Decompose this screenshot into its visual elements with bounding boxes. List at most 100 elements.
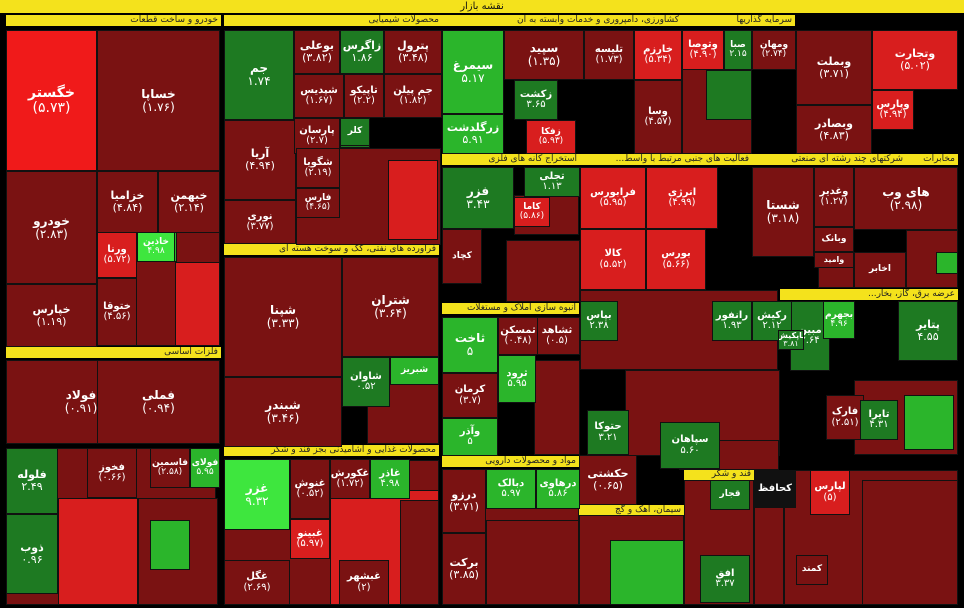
treemap-tile[interactable]: وسا (۴.۵۷) (634, 80, 682, 154)
treemap-tile[interactable]: غبینو (۵.۹۷) (290, 519, 330, 559)
treemap-cell[interactable] (58, 498, 138, 605)
treemap-tile[interactable]: خزامیا (۴.۸۴) (97, 171, 158, 233)
treemap-tile[interactable]: ثشاهد (۰.۵) (534, 317, 580, 355)
treemap-tile[interactable]: خودرو (۲.۸۳) (6, 171, 97, 284)
treemap-cell[interactable] (175, 262, 220, 346)
treemap-tile[interactable]: جم پیلن (۱.۸۲) (384, 74, 442, 118)
treemap-tile[interactable]: بجهرم ۴.۹۶ (823, 301, 855, 339)
treemap-cell[interactable] (706, 70, 752, 120)
treemap-tile[interactable]: دبالک ۵.۹۷ (486, 469, 536, 509)
treemap-tile[interactable]: ورنا (۵.۷۲) (97, 232, 137, 278)
treemap-tile[interactable]: بورس (۵.۶۶) (646, 229, 706, 290)
treemap-tile[interactable]: تایرا ۴.۳۱ (860, 400, 898, 440)
treemap-tile[interactable]: ثمسکن (۰.۴۸) (498, 317, 538, 355)
treemap-tile[interactable]: تلیسه (۱.۷۳) (584, 30, 634, 80)
treemap-tile[interactable]: خپارس (۱.۱۹) (6, 284, 97, 347)
treemap-cell[interactable] (506, 240, 580, 302)
treemap-tile[interactable]: شتران (۳.۶۴) (342, 257, 439, 357)
treemap-tile[interactable]: شپنا (۳.۳۳) (224, 257, 342, 377)
treemap-tile[interactable]: شپدیس (۱.۶۷) (294, 74, 344, 118)
treemap-tile[interactable]: زفکا (۵.۹۳) (526, 120, 576, 154)
treemap-cell[interactable] (388, 160, 438, 240)
treemap-tile[interactable]: غاذر ۴.۹۸ (370, 459, 410, 499)
treemap-tile[interactable]: انرژی (۴.۹۹) (646, 167, 718, 229)
treemap-tile[interactable]: تاپکیش ۳.۸۱ (778, 330, 804, 350)
treemap-tile[interactable]: ذوب ۰.۹۶ (6, 514, 58, 594)
treemap-tile[interactable]: جم ۱.۷۴ (224, 30, 294, 120)
treemap-cell[interactable] (486, 520, 579, 605)
treemap-tile[interactable]: لپارس (۵) (810, 470, 850, 515)
treemap-cell[interactable] (610, 540, 684, 605)
treemap-tile[interactable]: زکشت ۳.۶۵ (514, 80, 558, 120)
treemap-tile[interactable]: پتایر ۴.۵۵ (898, 301, 958, 361)
treemap-tile[interactable]: شبندر (۳.۴۶) (224, 377, 342, 447)
treemap-tile[interactable]: ختوقا (۴.۵۶) (97, 278, 137, 346)
treemap-tile[interactable]: زرگلدشت ۵.۹۱ (442, 114, 504, 154)
treemap-tile[interactable]: قجار (710, 480, 750, 510)
treemap-cell[interactable] (862, 480, 958, 605)
treemap-tile[interactable]: وبصادر (۴.۸۳) (796, 105, 872, 154)
treemap-tile[interactable]: ثاخت ۵ (442, 317, 498, 373)
treemap-tile[interactable]: وبملت (۳.۷۱) (796, 30, 872, 105)
treemap-tile[interactable]: وآذر ۵ (442, 418, 498, 456)
treemap-tile[interactable]: ثرود ۵.۹۵ (498, 355, 536, 403)
treemap-tile[interactable]: برکت (۳.۸۵) (442, 533, 486, 605)
treemap-tile[interactable]: بپاس ۲.۳۸ (580, 301, 618, 341)
treemap-tile[interactable]: رانفور ۱.۹۳ (712, 301, 752, 341)
treemap-tile[interactable]: شگویا (۲.۱۹) (296, 148, 340, 188)
treemap-tile[interactable]: حتوکا ۳.۲۱ (587, 410, 629, 455)
treemap-tile[interactable]: غگل (۲.۶۹) (224, 560, 290, 605)
treemap-tile[interactable]: های وب (۲.۹۸) (854, 167, 958, 230)
treemap-tile[interactable]: فخوز (۰.۶۶) (87, 448, 137, 498)
treemap-tile[interactable]: آریا (۴.۹۴) (224, 120, 296, 200)
treemap-cell[interactable] (150, 520, 190, 570)
treemap-tile[interactable]: خاذین ۴.۹۸ (137, 232, 175, 262)
treemap-tile[interactable]: فارس (۴.۶۵) (296, 188, 340, 218)
treemap-tile[interactable]: فارک (۲.۵۱) (826, 395, 864, 440)
treemap-tile[interactable]: فاسمین (۲.۵۸) (150, 448, 190, 488)
treemap-tile[interactable]: اخابر (854, 252, 906, 288)
treemap-tile[interactable]: وتوصا (۴.۹۰) (682, 30, 724, 70)
treemap-tile[interactable]: تاپیکو (۲.۲) (344, 74, 384, 118)
treemap-tile[interactable]: فزر ۳.۴۳ (442, 167, 514, 229)
treemap-cell[interactable] (904, 395, 954, 450)
treemap-tile[interactable]: پترول (۳.۴۸) (384, 30, 442, 74)
treemap-tile[interactable]: شبریز (390, 357, 439, 385)
treemap-tile[interactable]: فولای ۵.۹۵ (190, 448, 220, 488)
treemap-cell[interactable] (534, 360, 580, 455)
treemap-tile[interactable]: ومهان (۲.۷۴) (752, 30, 796, 70)
treemap-tile[interactable]: درزو (۳.۷۱) (442, 469, 486, 533)
treemap-tile[interactable]: وتجارت (۵.۰۲) (872, 30, 958, 90)
treemap-tile[interactable]: کاما (۵.۸۶) (514, 197, 550, 227)
treemap-tile[interactable]: بوعلی (۳.۸۲) (294, 30, 340, 74)
treemap-tile[interactable]: درهاوی ۵.۸۶ (536, 469, 580, 509)
treemap-tile[interactable]: شاوان ۰.۵۲ (342, 357, 390, 407)
treemap-cell[interactable] (936, 252, 958, 274)
treemap-tile[interactable]: غزر ۹.۳۲ (224, 459, 290, 530)
treemap-tile[interactable]: فملی (۰.۹۴) (97, 360, 220, 444)
treemap-tile[interactable]: سپاهان ۵.۶۰ (660, 422, 720, 469)
treemap-tile[interactable]: وغدیر (۱.۲۷) (814, 167, 854, 227)
treemap-tile[interactable]: خگستر (۵.۷۳) (6, 30, 97, 171)
treemap-tile[interactable]: غنوش (۰.۵۲) (290, 459, 330, 519)
treemap-tile[interactable]: تجلی ۱.۱۳ (524, 167, 580, 197)
treemap-cell[interactable] (400, 500, 439, 605)
treemap-tile[interactable]: غکورش (۱.۷۲) (330, 459, 370, 499)
treemap-tile[interactable]: خساپا (۱.۷۶) (97, 30, 220, 171)
treemap-tile[interactable]: غبشهر (۲) (339, 560, 389, 605)
treemap-tile[interactable]: صبا ۲.۱۵ (724, 30, 752, 70)
treemap-tile[interactable]: فلوله ۲.۴۹ (6, 448, 58, 514)
treemap-tile[interactable]: سیمرغ ۵.۱۷ (442, 30, 504, 114)
treemap-tile[interactable]: وبانک (814, 227, 854, 252)
treemap-cell[interactable] (906, 230, 958, 288)
treemap-tile[interactable]: افق ۳.۳۷ (700, 555, 750, 603)
treemap-tile[interactable]: وپارس (۴.۹۴) (872, 90, 914, 130)
treemap-tile[interactable]: سپید (۱.۳۵) (504, 30, 584, 80)
treemap-tile[interactable]: فرابورس (۵.۹۵) (580, 167, 646, 229)
treemap-tile[interactable]: کرمان (۳.۷) (442, 373, 498, 418)
treemap-tile[interactable]: وامید (814, 252, 854, 268)
treemap-tile[interactable]: کالا (۵.۵۲) (580, 229, 646, 290)
treemap-tile[interactable]: کلر (340, 118, 370, 146)
treemap-tile[interactable]: زاگرس ۱.۸۶ (340, 30, 384, 74)
treemap-tile[interactable]: کچاد (442, 229, 482, 284)
